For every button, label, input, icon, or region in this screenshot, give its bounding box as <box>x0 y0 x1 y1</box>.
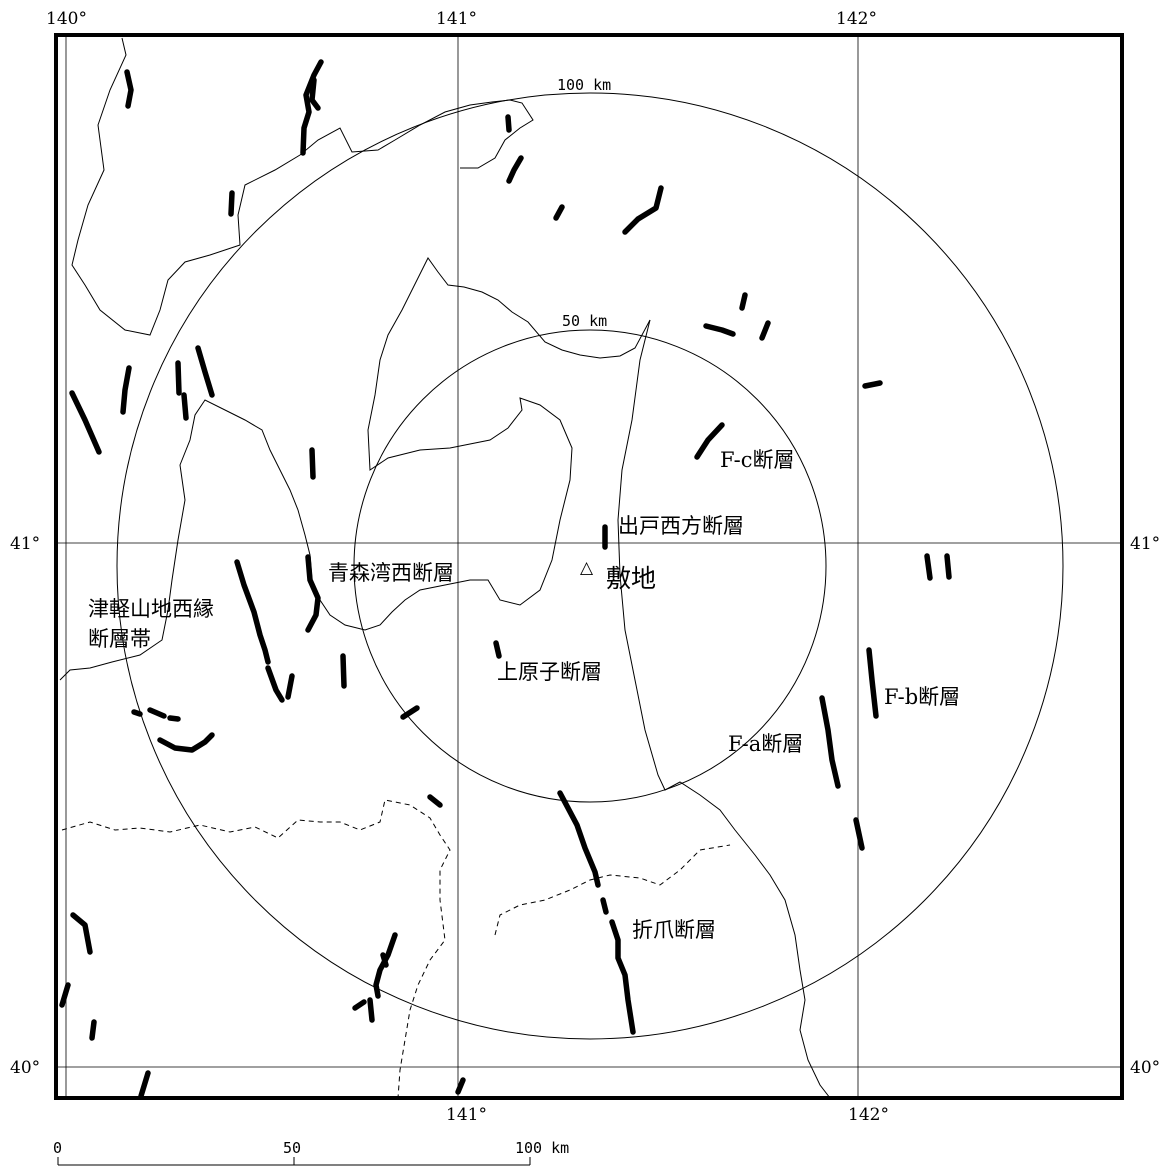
fault-label-deto: 出戸西方断層 <box>618 514 744 538</box>
graticule-lines <box>56 35 1122 1098</box>
coastline <box>59 37 831 1099</box>
scale-bar: 0 50 100 km <box>53 1139 569 1166</box>
map-frame <box>54 33 1124 1100</box>
lon-label-141-bottom: 141° <box>446 1105 487 1125</box>
ring-50km-label: 50 km <box>562 312 607 330</box>
lon-label-142-top: 142° <box>836 9 877 29</box>
site-marker: △ <box>580 558 594 578</box>
scale-tick-100: 100 km <box>515 1139 569 1157</box>
fault-label-kamihara: 上原子断層 <box>497 660 602 684</box>
scale-tick-0: 0 <box>53 1139 62 1157</box>
lon-label-141-top: 141° <box>436 9 477 29</box>
site-label: 敷地 <box>606 564 656 593</box>
lat-label-40-right: 40° <box>1130 1058 1160 1078</box>
prefecture-boundary <box>61 799 731 1099</box>
ring-100km-label: 100 km <box>557 76 611 94</box>
lat-label-41-right: 41° <box>1130 534 1160 554</box>
lat-label-41-left: 41° <box>10 534 40 554</box>
fault-label-fb: F-b断層 <box>884 685 960 709</box>
lat-label-40-left: 40° <box>10 1058 40 1078</box>
scale-tick-50: 50 <box>283 1139 301 1157</box>
active-faults <box>59 59 952 1099</box>
fault-label-tsugaru-1: 津軽山地西縁 <box>88 597 214 621</box>
fault-label-aomori: 青森湾西断層 <box>328 561 454 585</box>
fault-label-tsugaru-2: 断層帯 <box>88 627 151 651</box>
fault-label-fc: F-c断層 <box>720 448 794 472</box>
fault-label-orizume: 折爪断層 <box>632 918 716 942</box>
lon-label-142-bottom: 142° <box>848 1105 889 1125</box>
lon-label-140-top: 140° <box>46 9 87 29</box>
ring-100km <box>116 92 1064 1040</box>
ring-50km <box>353 329 827 803</box>
fault-label-fa: F-a断層 <box>728 732 803 756</box>
